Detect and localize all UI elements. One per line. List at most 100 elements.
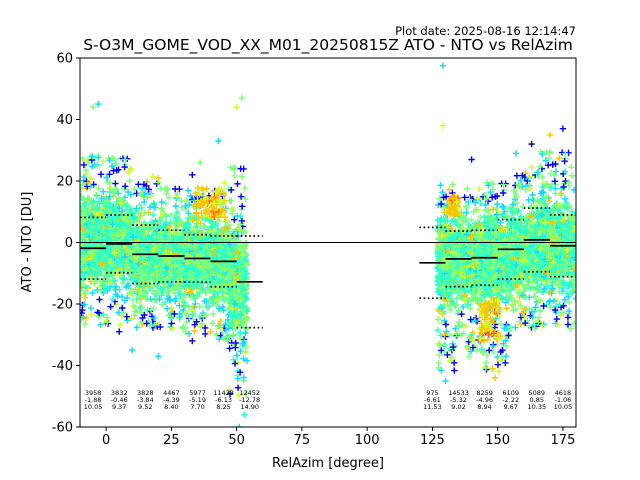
data-point	[435, 340, 442, 347]
data-point	[209, 320, 216, 327]
data-point	[81, 301, 88, 308]
data-point	[229, 206, 237, 214]
data-point	[85, 218, 92, 226]
data-point	[81, 240, 89, 247]
data-point	[436, 341, 443, 348]
data-point	[226, 197, 233, 204]
data-point	[112, 180, 119, 187]
data-point	[231, 172, 238, 179]
data-point	[81, 206, 89, 214]
plot-date-label: Plot date: 2025-08-16 12:14:47	[395, 24, 576, 38]
data-point	[172, 202, 180, 210]
data-point	[135, 181, 142, 188]
data-point	[86, 274, 94, 281]
data-point	[167, 211, 175, 219]
data-point	[89, 289, 96, 297]
data-point	[442, 341, 449, 349]
data-point	[118, 293, 126, 301]
data-point	[99, 282, 106, 289]
data-point	[87, 174, 94, 182]
data-point	[439, 189, 446, 196]
data-point	[82, 320, 89, 328]
data-point	[99, 158, 107, 165]
data-point	[98, 195, 105, 202]
data-point	[80, 284, 86, 292]
data-point	[81, 290, 89, 297]
data-point	[158, 198, 165, 206]
data-point	[80, 173, 88, 181]
data-point	[92, 220, 100, 227]
data-point	[96, 268, 103, 275]
data-point	[80, 195, 87, 203]
data-point	[80, 181, 86, 188]
data-point	[89, 153, 96, 160]
data-point	[119, 276, 127, 283]
data-point	[231, 216, 238, 223]
data-point	[80, 264, 84, 271]
data-point	[94, 204, 101, 211]
data-point	[228, 205, 235, 213]
data-point	[87, 278, 95, 285]
data-point	[97, 321, 104, 328]
data-point	[234, 180, 241, 187]
data-point	[88, 229, 95, 236]
data-point	[93, 192, 101, 199]
data-point	[449, 181, 456, 188]
data-point	[112, 301, 120, 309]
data-point	[129, 296, 137, 303]
data-point	[442, 321, 450, 328]
data-point	[239, 203, 246, 210]
data-point	[95, 154, 102, 161]
data-point	[80, 210, 87, 217]
data-point	[106, 171, 113, 178]
data-point	[97, 171, 105, 178]
data-point	[94, 262, 102, 269]
data-point	[434, 326, 442, 334]
data-point	[95, 309, 103, 317]
data-point	[80, 309, 85, 317]
data-point	[88, 163, 96, 170]
data-point	[87, 304, 95, 312]
data-point	[90, 203, 97, 210]
data-point	[84, 179, 92, 187]
chart-title: S-O3M_GOME_VOD_XX_M01_20250815Z ATO - NT…	[83, 36, 573, 55]
data-point	[95, 185, 102, 192]
data-point	[124, 317, 131, 324]
data-point	[80, 161, 88, 169]
data-point	[82, 231, 89, 238]
data-point	[94, 162, 101, 170]
data-point	[232, 344, 239, 351]
data-point	[210, 310, 217, 318]
data-point	[128, 315, 135, 322]
data-point	[437, 182, 444, 189]
data-point	[82, 283, 90, 290]
data-point	[93, 191, 100, 198]
data-point	[238, 173, 246, 180]
data-point	[85, 196, 93, 203]
data-point	[221, 179, 229, 186]
data-point	[100, 188, 107, 195]
data-point	[94, 250, 102, 257]
data-point	[91, 261, 98, 268]
data-point	[89, 232, 96, 240]
data-point	[107, 283, 114, 290]
data-point	[222, 218, 229, 225]
data-point	[97, 287, 105, 294]
data-point	[240, 165, 247, 173]
data-point	[446, 186, 453, 193]
data-point	[80, 291, 87, 299]
data-point	[240, 374, 247, 381]
data-point	[153, 180, 160, 187]
data-point	[82, 166, 89, 174]
data-point	[84, 194, 91, 202]
data-point	[162, 200, 170, 207]
data-point	[92, 256, 100, 263]
data-point	[123, 313, 130, 320]
data-point	[81, 252, 88, 259]
data-point	[85, 224, 92, 231]
data-point	[80, 234, 85, 241]
data-point	[94, 272, 101, 279]
data-point	[91, 280, 98, 287]
data-point	[80, 185, 84, 192]
